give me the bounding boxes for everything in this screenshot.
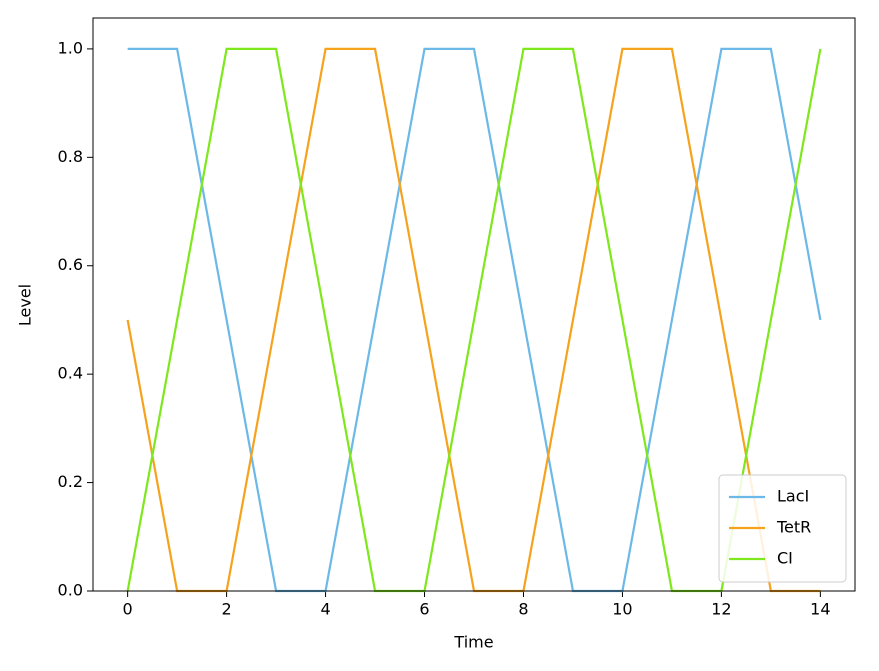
- legend-label: LacI: [777, 487, 809, 506]
- series-line: [127, 47, 822, 593]
- x-tick-label: 8: [518, 600, 528, 619]
- y-tick-label: 0.8: [58, 147, 83, 166]
- y-tick-label: 0.6: [58, 255, 83, 274]
- plot-frame: [92, 17, 856, 592]
- y-tick-label: 1.0: [58, 38, 83, 57]
- y-tick-label: 0.4: [58, 364, 83, 383]
- legend-box: [718, 474, 847, 583]
- y-tick-label: 0.0: [58, 581, 83, 600]
- x-tick-label: 2: [222, 600, 232, 619]
- y-axis-label: Level: [16, 284, 35, 326]
- legend-label: TetR: [776, 518, 811, 537]
- series-line: [126, 47, 822, 593]
- legend-label: CI: [777, 549, 793, 568]
- x-tick-label: 10: [612, 600, 632, 619]
- x-tick-label: 12: [711, 600, 731, 619]
- x-tick-label: 14: [810, 600, 830, 619]
- x-tick-label: 6: [419, 600, 429, 619]
- x-axis-label: Time: [453, 633, 493, 652]
- x-tick-label: 4: [320, 600, 330, 619]
- y-tick-label: 0.2: [58, 472, 83, 491]
- x-tick-label: 0: [123, 600, 133, 619]
